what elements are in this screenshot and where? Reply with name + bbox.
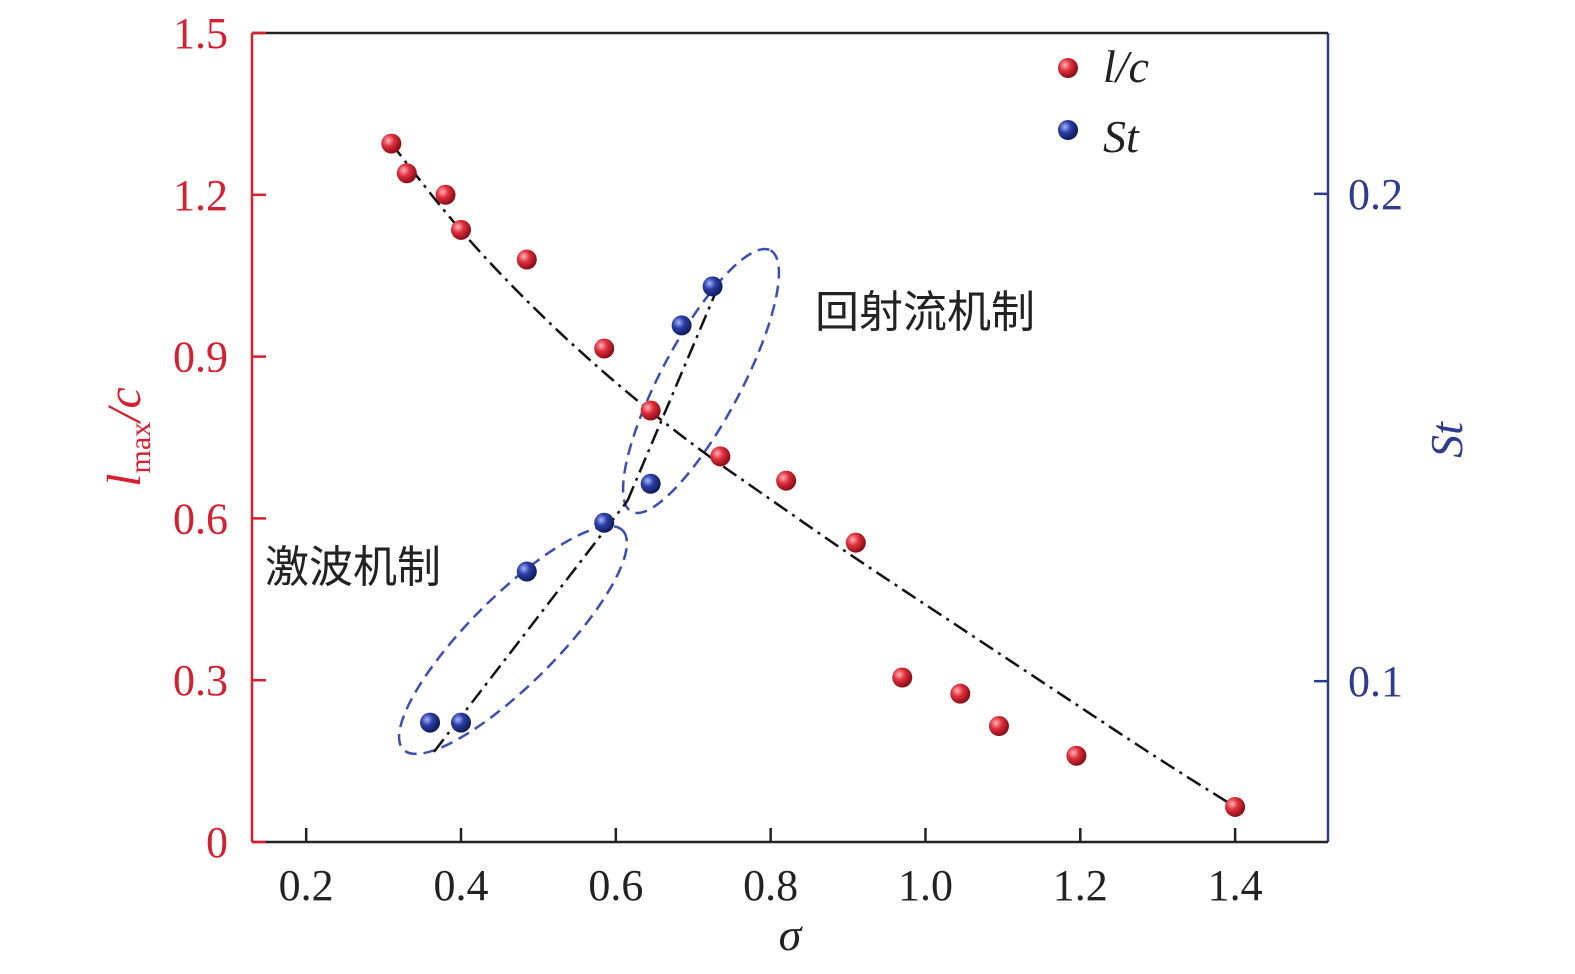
st-data-point <box>640 473 661 494</box>
x-tick-label: 0.8 <box>743 861 798 910</box>
lc-data-point <box>1066 745 1087 766</box>
lc-data-point <box>892 667 913 688</box>
st-data-point <box>451 712 472 733</box>
shock-mechanism-annotation: 激波机制 <box>265 542 441 593</box>
y-left-tick-label: 0 <box>206 818 228 867</box>
st-data-point <box>702 276 723 297</box>
lc-data-point <box>640 400 661 421</box>
lc-data-point <box>845 532 866 553</box>
st-fit-high-curve <box>626 281 722 502</box>
lc-data-point <box>435 184 456 205</box>
x-tick-label: 0.2 <box>279 861 334 910</box>
x-tick-label: 1.2 <box>1053 861 1108 910</box>
reentrant-jet-annotation: 回射流机制 <box>815 287 1035 338</box>
y-left-tick-label: 1.5 <box>173 9 228 58</box>
y-right-axis-label: St <box>1421 421 1472 458</box>
st-data-point <box>516 561 537 582</box>
lc-data-point <box>451 219 472 240</box>
x-tick-label: 1.4 <box>1208 861 1263 910</box>
y-left-tick-label: 0.3 <box>173 656 228 705</box>
y-right-tick-label: 0.1 <box>1348 657 1403 706</box>
y-left-tick-label: 0.6 <box>173 494 228 543</box>
y-left-axis-label: lmax/c <box>98 387 157 487</box>
lc-data-point <box>989 716 1010 737</box>
lc-data-point <box>594 338 615 359</box>
ticks-layer: 0.2 0.4 0.6 0.8 1.0 1.2 1.4 0 0.3 0.6 0.9 1.2 1.5 0.1… <box>173 9 1403 910</box>
legend-label-lc: l/c <box>1103 41 1149 92</box>
lc-data-point <box>950 683 971 704</box>
lc-data-point <box>381 133 402 154</box>
legend-marker-st <box>1058 120 1078 140</box>
x-tick-label: 1.0 <box>898 861 953 910</box>
st-data-point <box>594 512 615 533</box>
fit-curves-layer <box>390 142 1236 809</box>
lc-data-point <box>776 470 797 491</box>
l-c-fit-curve <box>390 142 1236 809</box>
x-axis-label: σ <box>779 909 804 960</box>
ellipses-layer <box>397 247 781 756</box>
lc-data-point <box>1225 796 1246 817</box>
shock-mechanism-ellipse <box>397 524 629 756</box>
lc-data-point <box>516 249 537 270</box>
x-tick-label: 0.4 <box>434 861 489 910</box>
legend: l/c St <box>1058 41 1149 162</box>
lc-data-point <box>396 163 417 184</box>
legend-marker-lc <box>1058 58 1078 78</box>
y-left-tick-label: 0.9 <box>173 333 228 382</box>
legend-label-st: St <box>1103 111 1140 162</box>
data-points-layer <box>381 133 1246 817</box>
y-right-tick-label: 0.2 <box>1348 170 1403 219</box>
x-tick-label: 0.6 <box>588 861 643 910</box>
lc-data-point <box>710 446 731 467</box>
y-left-tick-label: 1.2 <box>173 171 228 220</box>
st-data-point <box>671 315 692 336</box>
st-data-point <box>420 712 441 733</box>
reentrant-jet-ellipse <box>621 247 781 515</box>
